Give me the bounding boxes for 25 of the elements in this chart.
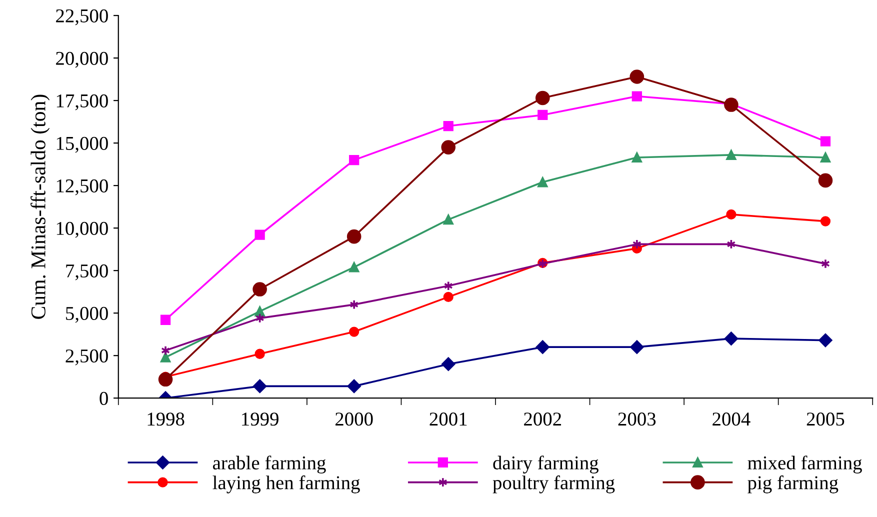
y-tick-label: 2,500 bbox=[66, 349, 108, 366]
y-tick-label: 10,000 bbox=[56, 222, 108, 238]
legend-label: arable farming bbox=[213, 456, 326, 474]
x-tick-label: 2005 bbox=[806, 412, 844, 426]
x-tick-label: 2002 bbox=[524, 412, 562, 426]
legend-label: dairy farming bbox=[493, 456, 598, 474]
x-tick-label: 1999 bbox=[242, 412, 278, 426]
y-tick-label: 20,000 bbox=[56, 52, 108, 68]
legend-label: pig farming bbox=[748, 475, 838, 494]
x-tick-label: 1998 bbox=[148, 412, 184, 426]
x-tick-label: 2003 bbox=[618, 412, 656, 426]
y-tick-label: 5,000 bbox=[66, 306, 108, 323]
x-tick-label: 2004 bbox=[712, 412, 750, 426]
y-tick-label: 7,500 bbox=[66, 264, 108, 280]
y-tick-label: 0 bbox=[100, 392, 108, 406]
y-tick-label: 12,500 bbox=[56, 179, 108, 196]
legend-label: mixed farming bbox=[748, 456, 862, 474]
y-axis-title: Cum. Minas-fft-saldo (ton) bbox=[30, 94, 50, 319]
legend-label: poultry farming bbox=[492, 475, 615, 494]
x-tick-label: 2001 bbox=[430, 412, 467, 426]
y-tick-label: 22,500 bbox=[56, 9, 108, 26]
y-tick-label: 17,500 bbox=[56, 94, 108, 110]
y-tick-label: 15,000 bbox=[56, 136, 108, 153]
legend-label: laying hen farming bbox=[212, 475, 360, 494]
x-tick-label: 2000 bbox=[336, 412, 373, 426]
